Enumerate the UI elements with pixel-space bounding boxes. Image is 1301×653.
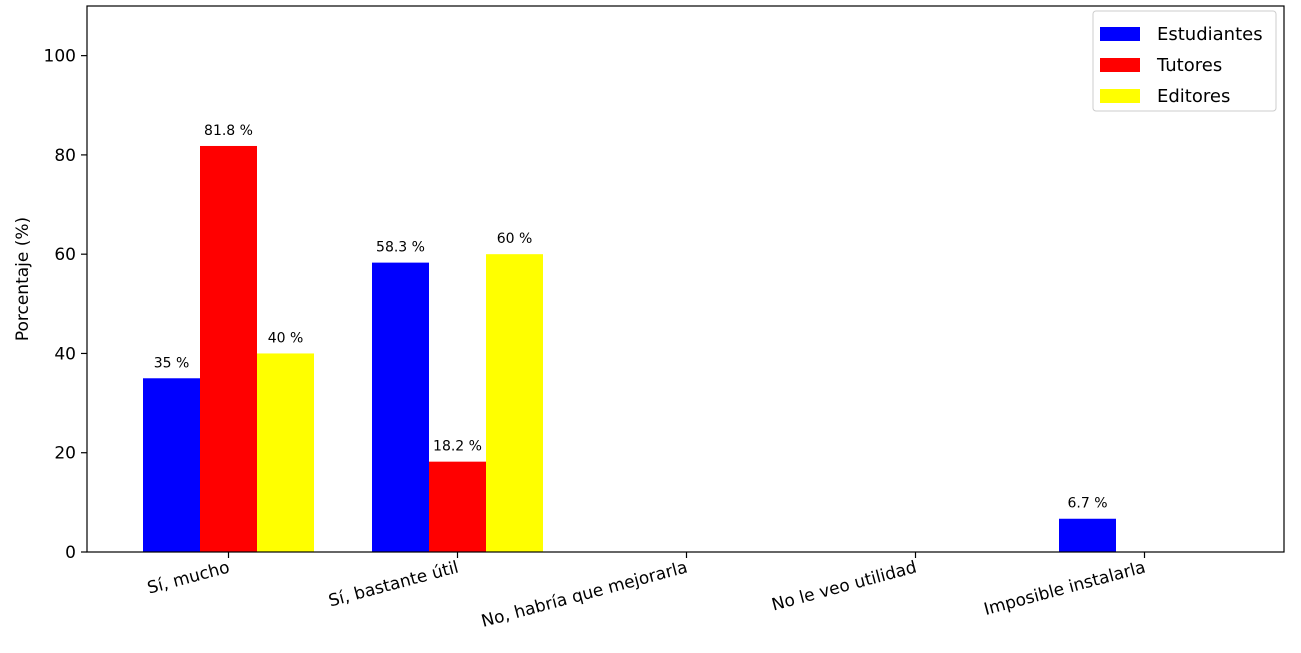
- data-label-tutores-0: 81.8 %: [204, 123, 253, 139]
- data-label-tutores-1: 18.2 %: [433, 439, 482, 455]
- y-tick-label: 40: [54, 344, 76, 364]
- y-axis-label: Porcentaje (%): [13, 217, 33, 341]
- legend-label-editores: Editores: [1157, 86, 1230, 107]
- x-tick-label: Imposible instalarla: [982, 558, 1148, 620]
- data-label-estudiantes-1: 58.3 %: [376, 240, 425, 256]
- y-tick-label: 60: [54, 245, 76, 265]
- y-tick-label: 0: [65, 543, 76, 563]
- x-axis: Sí, mucho Sí, bastante útil No, habría que…: [145, 552, 1148, 632]
- data-label-editores-1: 60 %: [497, 231, 533, 247]
- legend-label-tutores: Tutores: [1156, 55, 1222, 76]
- data-labels-group: 35 % 58.3 % 6.7 % 81.8 % 18.2 % 40 % 60 %: [154, 123, 1108, 512]
- bar-estudiantes-1: [372, 262, 429, 552]
- legend: Estudiantes Tutores Editores: [1092, 10, 1277, 112]
- y-tick-label: 80: [54, 146, 76, 166]
- bar-tutores-1: [429, 461, 486, 552]
- plot-frame: [86, 5, 1285, 553]
- y-axis: 0 20 40 60 80 100: [44, 47, 87, 563]
- data-label-estudiantes-0: 35 %: [154, 355, 190, 371]
- x-tick-label: No le veo utilidad: [770, 558, 919, 616]
- legend-swatch-editores: [1100, 89, 1140, 103]
- data-label-editores-0: 40 %: [268, 330, 304, 346]
- x-tick-label: No, habría que mejorarla: [479, 558, 689, 632]
- legend-swatch-estudiantes: [1100, 27, 1140, 41]
- x-tick-label: Sí, bastante útil: [327, 558, 461, 612]
- y-tick-label: 20: [54, 444, 76, 464]
- legend-label-estudiantes: Estudiantes: [1157, 24, 1263, 45]
- data-label-estudiantes-4: 6.7 %: [1067, 496, 1107, 512]
- bar-estudiantes-4: [1059, 518, 1116, 552]
- y-tick-label: 100: [44, 47, 76, 67]
- x-tick-label: Sí, mucho: [145, 558, 231, 599]
- bar-tutores-0: [200, 145, 257, 552]
- legend-swatch-tutores: [1100, 58, 1140, 72]
- bars-group: [143, 145, 1116, 552]
- bar-editores-0: [257, 353, 314, 552]
- bar-estudiantes-0: [143, 378, 200, 552]
- bar-editores-1: [486, 254, 543, 552]
